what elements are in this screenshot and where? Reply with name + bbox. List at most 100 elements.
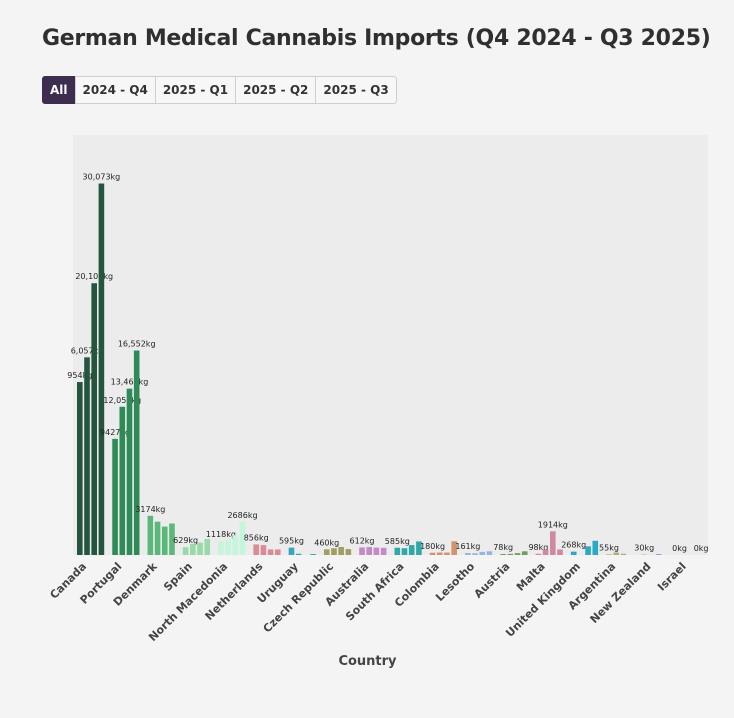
bar-austria-2025-q2 (514, 553, 521, 555)
bar-malta-2025-q2 (550, 531, 556, 555)
bar-austria-2025-q1 (507, 553, 514, 555)
bar-czech-republic-2025-q3 (345, 549, 352, 555)
bar-south-africa-2025-q2 (408, 545, 415, 555)
bar-denmark-2025-q2 (161, 526, 168, 555)
bar-portugal-2025-q1 (119, 406, 126, 555)
bar-netherlands-2024-q4 (253, 544, 259, 555)
bar-colombia-2025-q1 (436, 552, 443, 555)
bar-australia-2025-q3 (380, 547, 387, 555)
bar-czech-republic-2025-q2 (338, 546, 344, 555)
data-label-malta-0: 98kg (528, 543, 548, 552)
data-label-netherlands-0: 856kg (244, 533, 269, 542)
bar-malta-2025-q3 (557, 549, 563, 555)
bar-spain-2025-q1 (190, 543, 196, 555)
data-label-israel-0: 0kg (672, 544, 687, 553)
bar-canada-2025-q1 (84, 357, 90, 555)
data-label-australia-0: 612kg (350, 536, 375, 545)
data-label-new-zealand-0: 30kg (634, 544, 654, 553)
data-label-portugal-3: 16,552kg (118, 340, 156, 349)
bar-lesotho-2024-q4 (465, 553, 471, 555)
bar-canada-2025-q3 (98, 183, 105, 555)
data-label-canada-1: 6,057kg (71, 346, 104, 355)
bar-portugal-2025-q2 (126, 388, 133, 555)
quarter-filter-group: All 2024 - Q4 2025 - Q1 2025 - Q2 2025 -… (42, 76, 397, 104)
data-label-canada-0: 954kg (67, 371, 92, 380)
data-label-czech-republic-0: 460kg (314, 538, 339, 547)
x-tick-new-zealand: New Zealand (588, 560, 654, 626)
bar-czech-republic-2024-q4 (323, 549, 330, 555)
bar-netherlands-2025-q1 (260, 545, 267, 555)
x-tick-lesotho: Lesotho (433, 560, 477, 604)
bar-uruguay-2024-q4 (288, 547, 295, 555)
bar-denmark-2025-q3 (169, 523, 175, 555)
data-label-north-macedonia-3: 2686kg (227, 511, 257, 520)
bar-portugal-2025-q3 (133, 350, 140, 555)
bar-spain-2024-q4 (182, 547, 189, 555)
bar-portugal-2024-q4 (112, 438, 118, 555)
filter-all-button[interactable]: All (42, 76, 76, 104)
bar-uruguay-2025-q1 (295, 553, 302, 555)
page-title: German Medical Cannabis Imports (Q4 2024… (42, 26, 711, 51)
bar-argentina-2025-q1 (613, 552, 619, 555)
data-label-united-kingdom-0: 268kg (561, 541, 586, 550)
bar-colombia-2024-q4 (429, 552, 436, 555)
bar-netherlands-2025-q3 (274, 549, 281, 555)
bar-lesotho-2025-q2 (479, 551, 486, 555)
bar-argentina-2025-q2 (620, 553, 627, 555)
bar-australia-2025-q2 (373, 547, 380, 555)
data-label-israel-3: 0kg (694, 544, 709, 553)
bar-austria-2024-q4 (500, 554, 506, 555)
bar-south-africa-2024-q4 (394, 547, 401, 555)
bar-united-kingdom-2025-q2 (585, 546, 591, 555)
data-label-north-macedonia-0: 1118kg (206, 530, 236, 539)
data-label-south-africa-0: 585kg (385, 537, 410, 546)
data-label-canada-3: 30,073kg (83, 173, 121, 182)
bar-uruguay-2025-q3 (310, 554, 316, 555)
data-label-malta-2: 1914kg (538, 520, 568, 529)
data-label-spain-0: 629kg (173, 536, 198, 545)
filter-2025-q3-button[interactable]: 2025 - Q3 (315, 76, 397, 104)
bar-south-africa-2025-q3 (416, 541, 422, 555)
bar-malta-2025-q1 (542, 549, 549, 555)
bar-argentina-2024-q4 (606, 554, 612, 555)
bar-austria-2025-q3 (521, 551, 528, 555)
bar-north-macedonia-2025-q2 (232, 535, 239, 555)
x-tick-israel: Israel (655, 560, 689, 594)
x-tick-austria: Austria (472, 560, 513, 601)
filter-2025-q1-button[interactable]: 2025 - Q1 (154, 76, 237, 104)
x-axis-title: Country (338, 654, 397, 669)
bar-canada-2024-q4 (77, 382, 83, 555)
x-tick-malta: Malta (514, 560, 548, 594)
bar-australia-2024-q4 (359, 547, 365, 555)
bar-colombia-2025-q3 (451, 541, 457, 555)
plot-area (73, 135, 708, 555)
bar-north-macedonia-2025-q3 (239, 521, 246, 555)
bar-united-kingdom-2025-q3 (592, 540, 599, 555)
bar-north-macedonia-2024-q4 (218, 541, 224, 555)
bar-united-kingdom-2024-q4 (570, 551, 577, 555)
x-tick-spain: Spain (161, 560, 195, 594)
bar-lesotho-2025-q3 (486, 551, 493, 555)
data-label-portugal-2: 13,465kg (111, 378, 149, 387)
data-label-argentina-0: 55kg (599, 543, 619, 552)
bar-colombia-2025-q2 (444, 552, 450, 555)
data-label-canada-2: 20,107kg (75, 272, 113, 281)
bar-denmark-2025-q1 (154, 521, 161, 555)
bar-australia-2025-q1 (366, 546, 373, 555)
bar-denmark-2024-q4 (147, 515, 154, 555)
bar-new-zealand-2025-q2 (655, 554, 662, 555)
bar-spain-2025-q3 (204, 538, 211, 555)
bar-malta-2024-q4 (535, 553, 542, 555)
bar-south-africa-2025-q1 (401, 548, 408, 555)
bar-czech-republic-2025-q1 (331, 548, 337, 555)
bar-lesotho-2025-q1 (472, 553, 478, 555)
bar-spain-2025-q2 (197, 542, 203, 555)
data-label-uruguay-0: 595kg (279, 537, 304, 546)
data-label-portugal-1: 12,059kg (103, 396, 141, 405)
data-label-denmark-0: 3174kg (135, 505, 165, 514)
data-label-colombia-0: 180kg (420, 542, 445, 551)
bar-north-macedonia-2025-q1 (225, 540, 231, 555)
data-label-austria-0: 78kg (493, 543, 513, 552)
bar-netherlands-2025-q2 (267, 549, 274, 555)
